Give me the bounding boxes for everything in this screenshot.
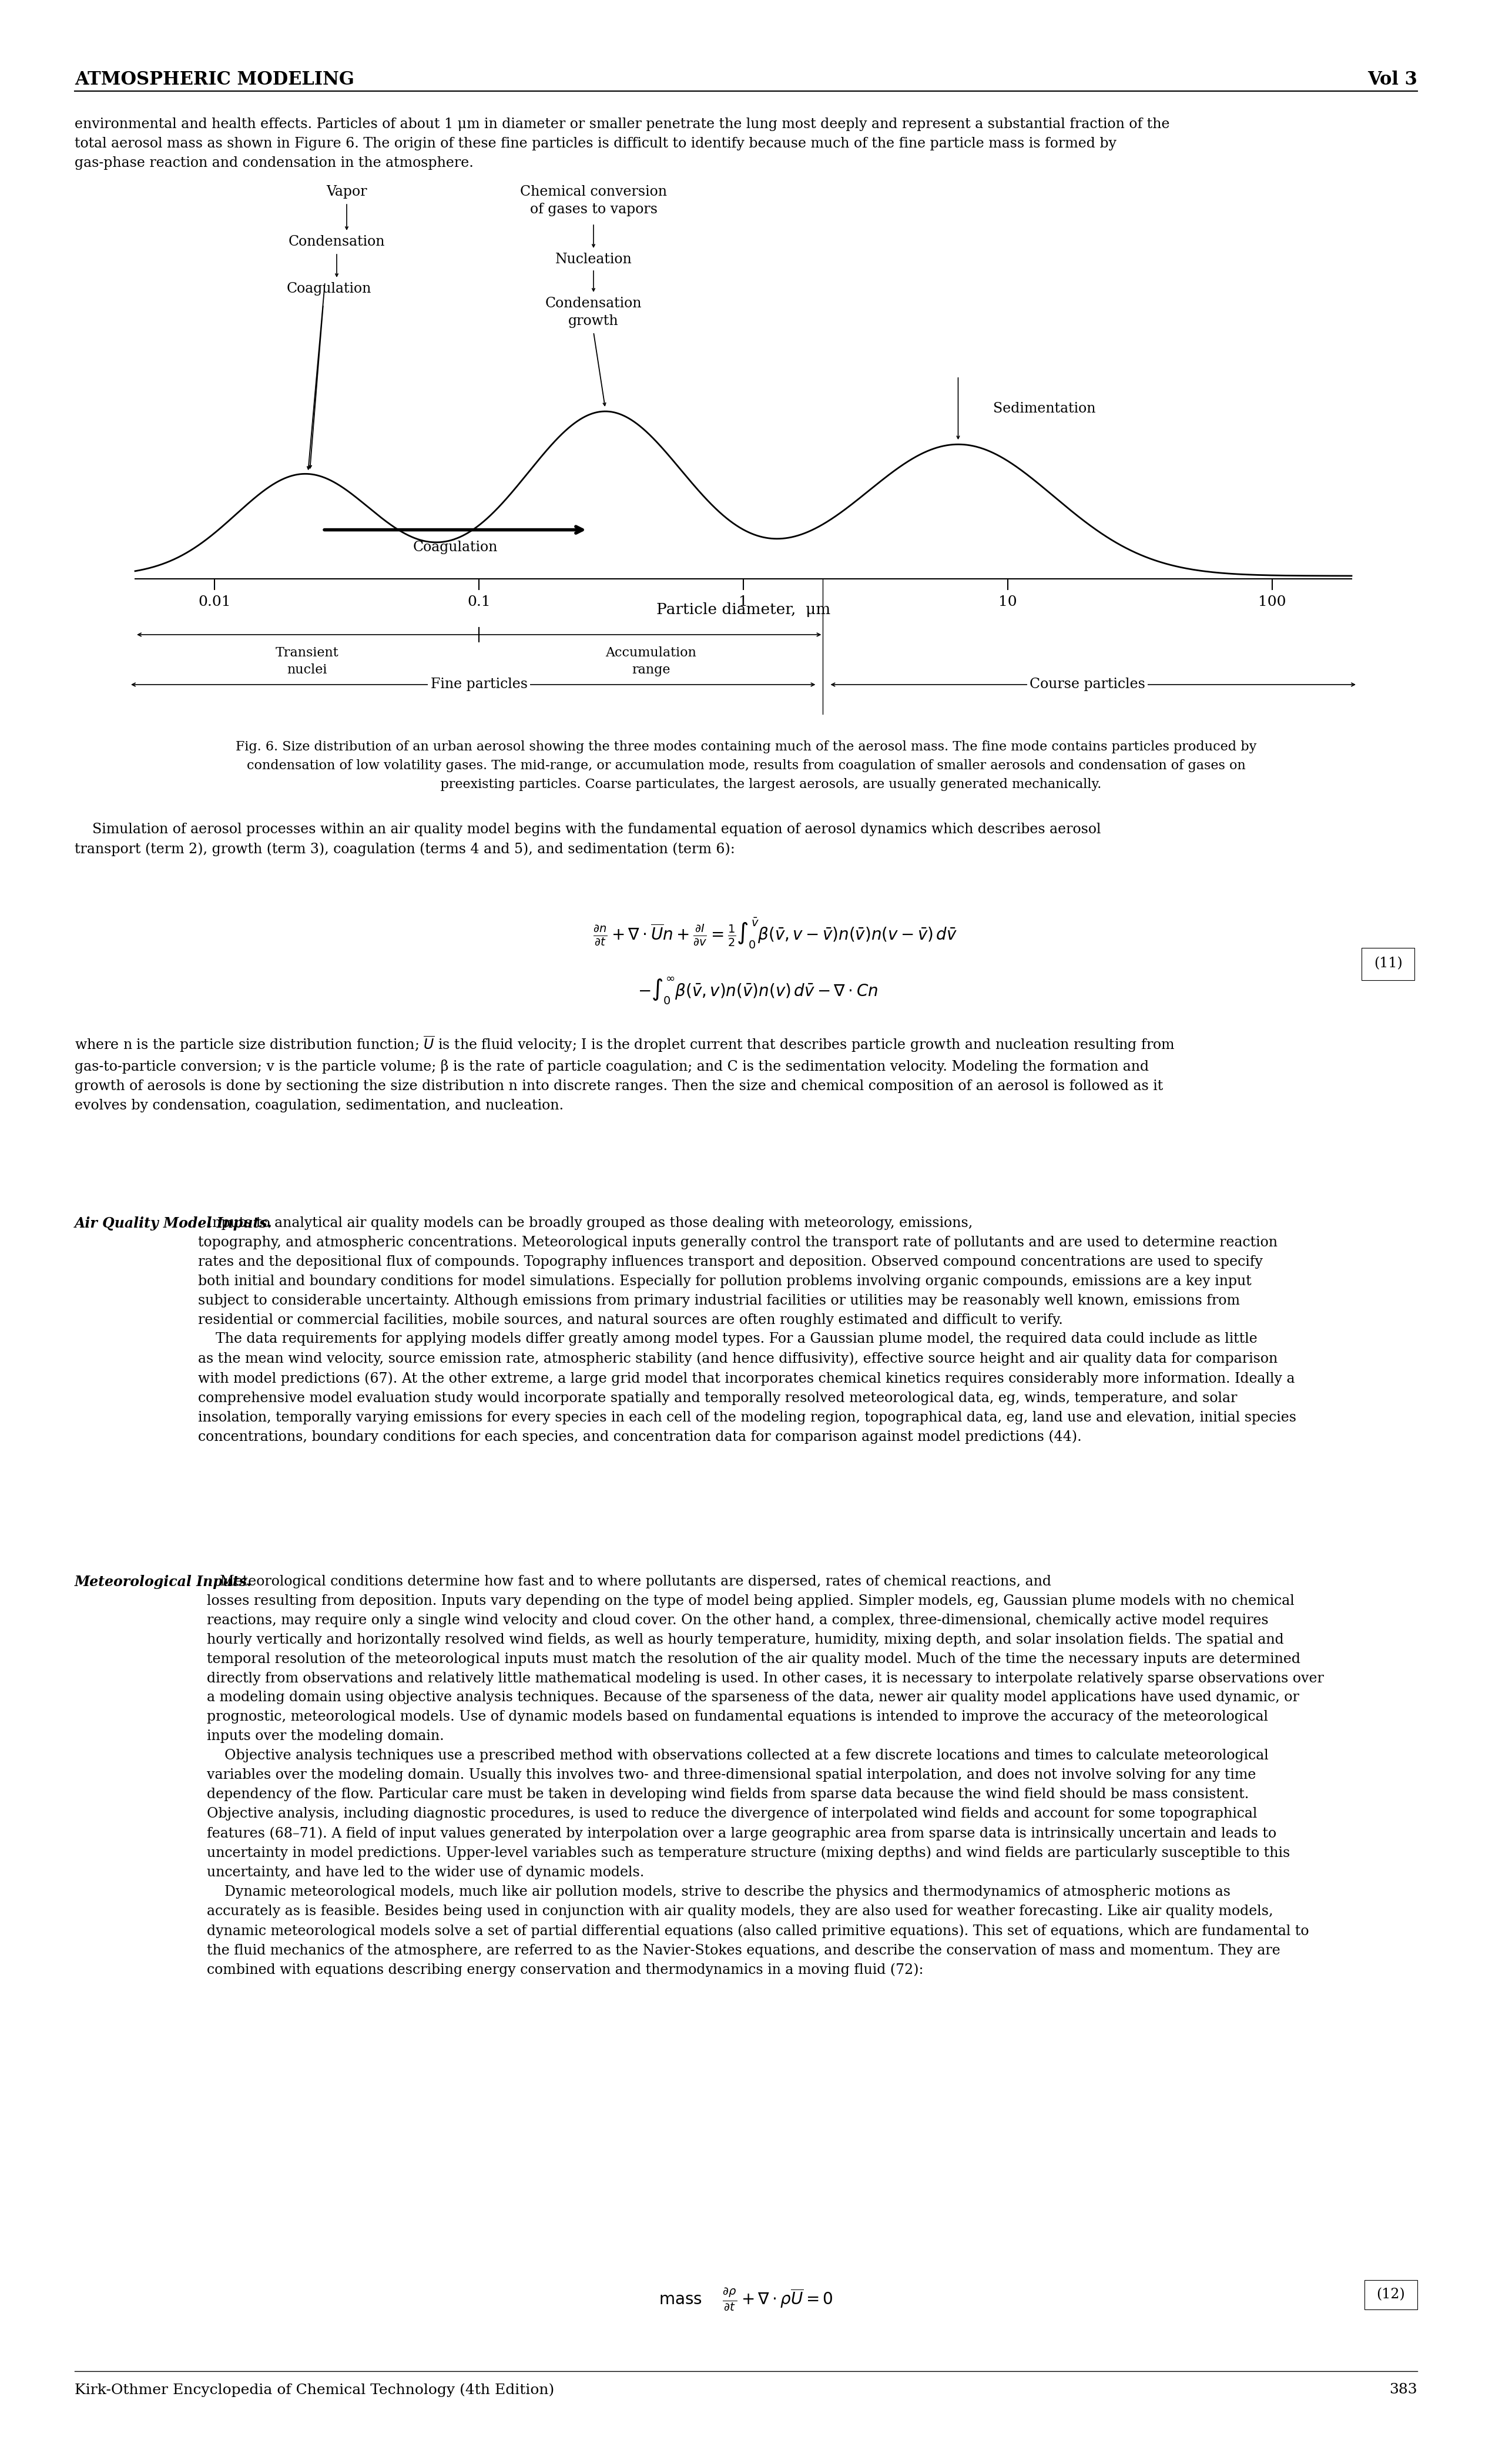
Text: 100: 100 — [1258, 596, 1286, 609]
Text: Simulation of aerosol processes within an air quality model begins with the fund: Simulation of aerosol processes within a… — [75, 823, 1101, 855]
Bar — [1362, 949, 1414, 981]
Text: 10: 10 — [998, 596, 1018, 609]
Text: Inputs to analytical air quality models can be broadly grouped as those dealing : Inputs to analytical air quality models … — [198, 1217, 1297, 1444]
Text: Air Quality Model Inputs.: Air Quality Model Inputs. — [75, 1217, 273, 1230]
Text: mass $\quad\frac{\partial \rho}{\partial t} + \nabla \cdot \rho\overline{U} = 0$: mass $\quad\frac{\partial \rho}{\partial… — [659, 2287, 833, 2311]
Text: (11): (11) — [1374, 956, 1402, 971]
Text: Coagulation: Coagulation — [286, 281, 372, 296]
Text: environmental and health effects. Particles of about 1 μm in diameter or smaller: environmental and health effects. Partic… — [75, 118, 1170, 170]
Text: $-\int_0^{\infty} \beta(\bar{v}, v)n(\bar{v})n(v)\, d\bar{v} - \nabla \cdot Cn$: $-\int_0^{\infty} \beta(\bar{v}, v)n(\ba… — [637, 976, 877, 1005]
Text: Sedimentation: Sedimentation — [994, 402, 1097, 414]
Text: Transient
nuclei: Transient nuclei — [276, 646, 339, 675]
Text: $\frac{\partial n}{\partial t} + \nabla \cdot \overline{U}n + \frac{\partial I}{: $\frac{\partial n}{\partial t} + \nabla … — [594, 917, 958, 951]
Text: Accumulation
range: Accumulation range — [606, 646, 697, 675]
Text: ATMOSPHERIC MODELING: ATMOSPHERIC MODELING — [75, 71, 354, 89]
Text: 1: 1 — [739, 596, 747, 609]
Text: Fine particles: Fine particles — [431, 678, 528, 692]
Text: (12): (12) — [1377, 2289, 1405, 2301]
Text: Chemical conversion
of gases to vapors: Chemical conversion of gases to vapors — [521, 185, 667, 217]
Text: Kirk-Othmer Encyclopedia of Chemical Technology (4th Edition): Kirk-Othmer Encyclopedia of Chemical Tec… — [75, 2383, 555, 2397]
Text: Meteorological conditions determine how fast and to where pollutants are dispers: Meteorological conditions determine how … — [207, 1574, 1323, 1976]
Text: Nucleation: Nucleation — [555, 254, 633, 266]
Text: Particle diameter,  μm: Particle diameter, μm — [656, 601, 831, 616]
Text: Vapor: Vapor — [327, 185, 367, 200]
Text: Coagulation: Coagulation — [413, 540, 498, 554]
Text: 383: 383 — [1389, 2383, 1417, 2397]
Text: Course particles: Course particles — [1029, 678, 1144, 692]
Text: where n is the particle size distribution function; $\overline{U}$ is the fluid : where n is the particle size distributio… — [75, 1035, 1176, 1111]
Bar — [1365, 2279, 1417, 2309]
Text: Meteorological Inputs.: Meteorological Inputs. — [75, 1574, 252, 1589]
Text: Vol 3: Vol 3 — [1368, 71, 1417, 89]
Text: Fig. 6. Size distribution of an urban aerosol showing the three modes containing: Fig. 6. Size distribution of an urban ae… — [236, 742, 1256, 791]
Text: 0.01: 0.01 — [198, 596, 231, 609]
Text: 0.1: 0.1 — [467, 596, 491, 609]
Text: Condensation: Condensation — [288, 234, 385, 249]
Text: Condensation
growth: Condensation growth — [545, 296, 642, 328]
